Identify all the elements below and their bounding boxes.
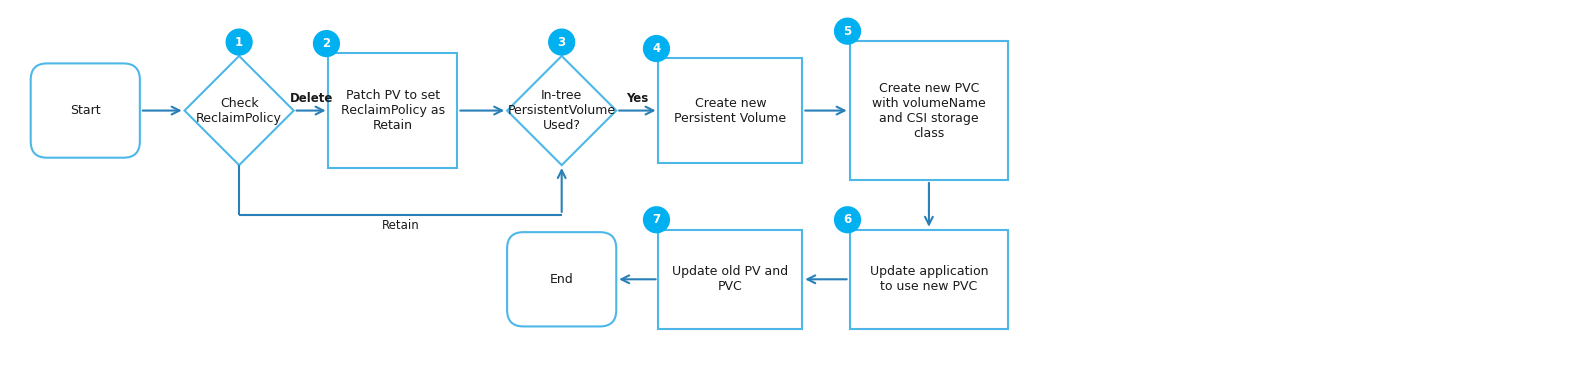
Text: Patch PV to set
ReclaimPolicy as
Retain: Patch PV to set ReclaimPolicy as Retain [341, 89, 445, 132]
Bar [658, 59, 803, 162]
Text: Delete: Delete [289, 92, 333, 105]
Bar [850, 230, 1009, 329]
Text: 4: 4 [652, 42, 660, 55]
Text: 3: 3 [558, 36, 566, 49]
Polygon shape [507, 56, 616, 165]
Polygon shape [184, 56, 294, 165]
Circle shape [834, 207, 861, 233]
Text: Create new PVC
with volumeName
and CSI storage
class: Create new PVC with volumeName and CSI s… [872, 82, 985, 139]
Bar [658, 230, 803, 329]
Text: Create new
Persistent Volume: Create new Persistent Volume [674, 96, 787, 125]
Text: Yes: Yes [627, 92, 649, 105]
Text: Check
ReclaimPolicy: Check ReclaimPolicy [196, 96, 283, 125]
Circle shape [644, 207, 669, 233]
Text: End: End [550, 273, 573, 286]
Text: Retain: Retain [382, 219, 419, 232]
FancyBboxPatch shape [507, 232, 616, 326]
FancyBboxPatch shape [31, 63, 140, 158]
Text: 6: 6 [844, 213, 851, 226]
Text: Update old PV and
PVC: Update old PV and PVC [672, 265, 789, 293]
Text: 7: 7 [652, 213, 660, 226]
Text: Start: Start [71, 104, 101, 117]
Text: 1: 1 [236, 36, 244, 49]
Bar [850, 41, 1009, 180]
Circle shape [644, 36, 669, 62]
Circle shape [834, 18, 861, 44]
Circle shape [314, 31, 339, 56]
Circle shape [548, 29, 575, 55]
Text: 2: 2 [322, 37, 330, 50]
Bar [328, 53, 457, 168]
Text: Update application
to use new PVC: Update application to use new PVC [870, 265, 988, 293]
Text: 5: 5 [844, 24, 851, 38]
Circle shape [226, 29, 251, 55]
Text: In-tree
PersistentVolume
Used?: In-tree PersistentVolume Used? [507, 89, 616, 132]
